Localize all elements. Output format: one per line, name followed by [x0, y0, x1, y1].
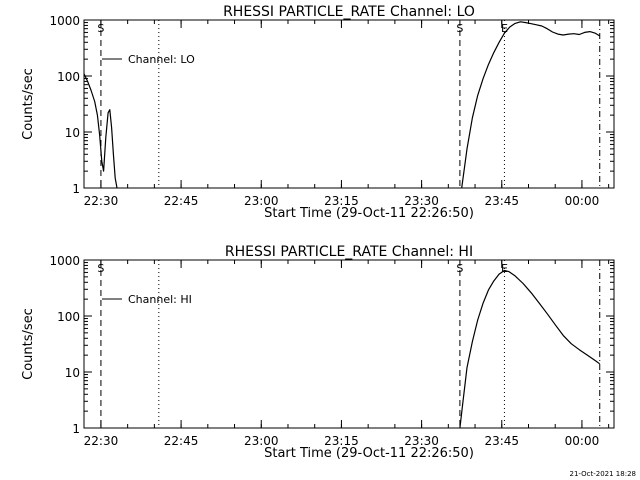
- panel-1-marker-label-3: S: [456, 22, 463, 35]
- panel-2-y-tick-label: 100: [57, 310, 80, 324]
- panel-1-marker-label-1: S: [97, 22, 104, 35]
- panel-2-x-axis-label: Start Time (29-Oct-11 22:26:50): [264, 446, 474, 461]
- panel-2-legend-label: Channel: HI: [128, 293, 192, 306]
- panel-2-marker-label-1: S: [97, 262, 104, 275]
- panel-1-x-tick-label: 00:00: [565, 194, 600, 208]
- panel-1-y-axis-label: Counts/sec: [21, 68, 36, 140]
- panel-2-y-tick-label: 10: [65, 366, 80, 380]
- panel-1-y-tick-label: 1000: [49, 14, 80, 28]
- panel-1-title: RHESSI PARTICLE_RATE Channel: LO: [223, 4, 475, 20]
- panel-1-x-tick-label: 23:45: [484, 194, 519, 208]
- panel-2-x-tick-label: 23:45: [484, 434, 519, 448]
- panel-2-x-tick-label: 22:30: [84, 434, 119, 448]
- panel-1-x-axis-label: Start Time (29-Oct-11 22:26:50): [264, 206, 474, 221]
- panel-1-legend-label: Channel: LO: [128, 53, 195, 66]
- panel-1-x-tick-label: 23:30: [404, 194, 439, 208]
- panel-2-x-tick-label: 00:00: [565, 434, 600, 448]
- panel-1-y-tick-label: 10: [65, 126, 80, 140]
- panel-1-series-line-2: [461, 21, 601, 189]
- panel-2-axes-frame: [83, 259, 615, 429]
- panel-1-y-tick-label: 1: [72, 182, 80, 196]
- panel-2-marker-label-3: S: [456, 262, 463, 275]
- panel-1-axes-frame: [83, 19, 615, 189]
- panel-2-x-tick-label: 23:00: [244, 434, 279, 448]
- panel-1-marker-label-4: E: [501, 22, 508, 35]
- panel-1-x-tick-label: 23:00: [244, 194, 279, 208]
- panel-2-y-axis-label: Counts/sec: [21, 308, 36, 380]
- panel-1-y-tick-label: 100: [57, 70, 80, 84]
- panel-1-series-line-1: [83, 73, 118, 189]
- panel-2-marker-label-4: E: [501, 262, 508, 275]
- panel-2-y-tick-label: 1000: [49, 254, 80, 268]
- panel-1-x-tick-label: 22:45: [164, 194, 199, 208]
- panel-2-x-tick-label: 23:30: [404, 434, 439, 448]
- panel-2-x-tick-label: 22:45: [164, 434, 199, 448]
- panel-2-series-line-1: [459, 269, 601, 429]
- panel-1-x-tick-label: 23:15: [324, 194, 359, 208]
- panel-2-y-tick-label: 1: [72, 422, 80, 436]
- panel-1-x-tick-label: 22:30: [84, 194, 119, 208]
- panel-2-title: RHESSI PARTICLE_RATE Channel: HI: [225, 244, 473, 260]
- panel-2-x-tick-label: 23:15: [324, 434, 359, 448]
